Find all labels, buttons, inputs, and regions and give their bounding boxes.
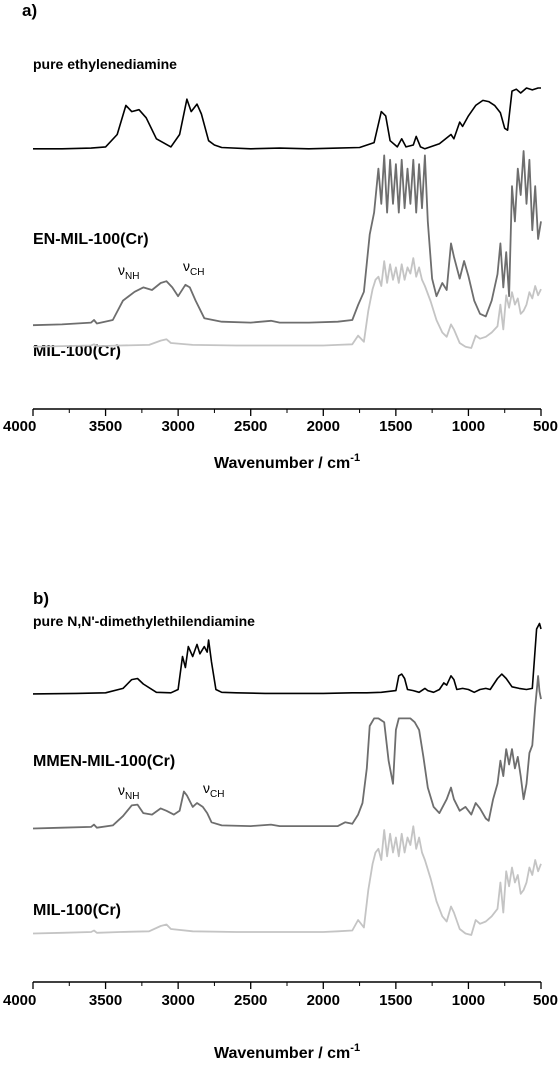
panel-a-series-label-1: pure ethylenediamine	[33, 56, 177, 72]
panel-b-tick-label: 2000	[307, 992, 340, 1009]
panel-b-tick-label: 3000	[161, 992, 194, 1009]
panel-b-tick-label: 2500	[234, 992, 267, 1009]
panel-b-series-label-3: MIL-100(Cr)	[33, 902, 121, 919]
panel-a-series-group	[32, 87, 542, 349]
panel-b-series-label-1: pure N,N'-dimethylethilendiamine	[33, 613, 255, 629]
panel-a-series-line-2	[32, 150, 542, 327]
panel-b-ticks: 4000 3500 3000 2500 2000 1500 1000 500	[3, 982, 558, 1009]
panel-a-series-line-1	[33, 87, 541, 150]
panel-a-tick-label: 3000	[161, 418, 194, 435]
panel-a-label: a)	[22, 1, 37, 20]
panel-a-tick-label: 1500	[379, 418, 412, 435]
panel-b-tick-label: 1000	[452, 992, 485, 1009]
panel-a-series-label-3: MIL-100(Cr)	[33, 343, 121, 360]
panel-a-series-line-3	[32, 257, 542, 349]
panel-a: a) pure ethylenediamine EN-MIL-100(Cr) M…	[3, 1, 558, 472]
panel-b-tick-label: 4000	[3, 992, 36, 1009]
panel-b-series-line-1	[32, 622, 542, 695]
panel-a-tick-label: 3500	[89, 418, 122, 435]
panel-a-ticks: 4000 3500 3000 2500 2000 1500 1000 500	[3, 409, 558, 435]
panel-b-tick-label: 1500	[379, 992, 412, 1009]
panel-b-series-line-3	[32, 825, 542, 936]
panel-b-label: b)	[33, 589, 49, 608]
panel-b-nu-ch-annotation: νCH	[203, 780, 224, 800]
panel-a-tick-label: 500	[533, 418, 558, 435]
panel-a-tick-label: 2000	[307, 418, 340, 435]
panel-a-nu-ch-annotation: νCH	[183, 258, 204, 278]
panel-b-tick-label: 3500	[89, 992, 122, 1009]
panel-b-x-axis-title: Wavenumber / cm-1	[214, 1042, 360, 1062]
panel-a-x-axis-title: Wavenumber / cm-1	[214, 452, 360, 472]
panel-a-tick-label: 1000	[452, 418, 485, 435]
panel-b-series-label-2: MMEN-MIL-100(Cr)	[33, 753, 175, 770]
panel-b-nu-nh-annotation: νNH	[118, 782, 139, 802]
panel-a-tick-label: 2500	[234, 418, 267, 435]
panel-b-series-line-2	[32, 675, 542, 830]
panel-b: b) pure N,N'-dimethylethilendiamine MMEN…	[3, 589, 558, 1062]
panel-b-series-group	[32, 622, 542, 936]
panel-a-series-label-2: EN-MIL-100(Cr)	[33, 231, 149, 248]
panel-a-tick-label: 4000	[3, 418, 36, 435]
panel-b-tick-label: 500	[533, 992, 558, 1009]
panel-a-nu-nh-annotation: νNH	[118, 262, 139, 282]
